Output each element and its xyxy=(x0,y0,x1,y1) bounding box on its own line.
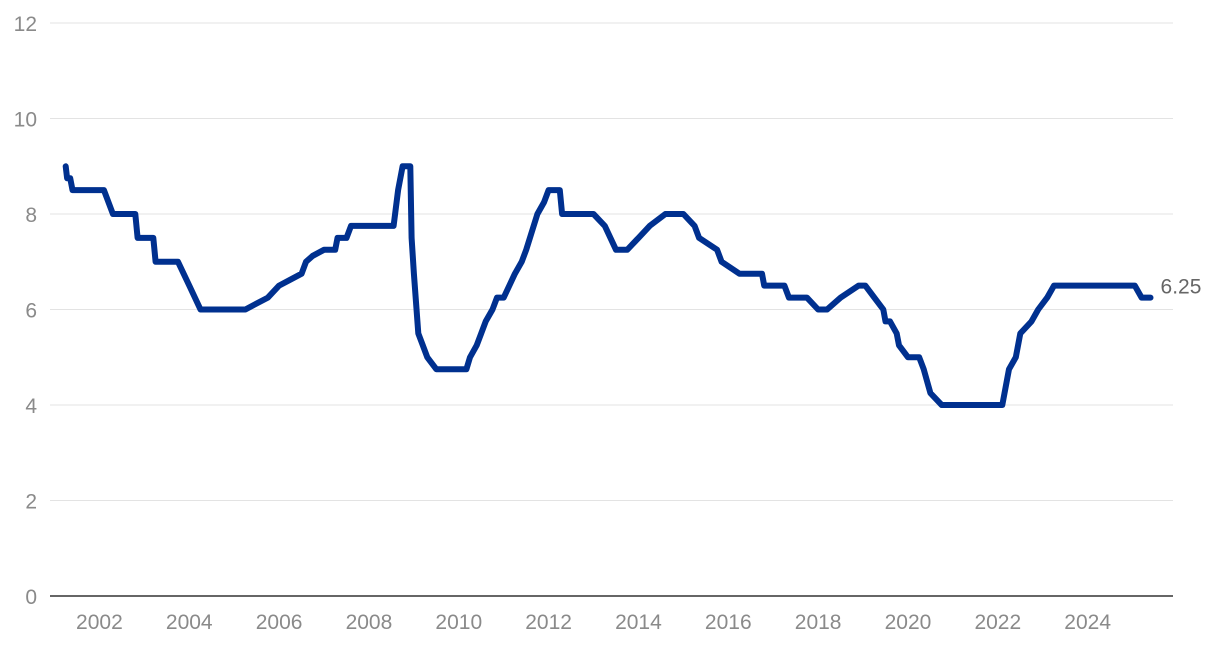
y-tick-label: 0 xyxy=(25,586,37,609)
x-tick-label: 2006 xyxy=(256,611,303,634)
x-tick-label: 2018 xyxy=(795,611,842,634)
series-line-0 xyxy=(62,163,1154,408)
x-tick-label: 2008 xyxy=(346,611,393,634)
y-axis-tick-labels: 0 2 4 6 8 10 12 xyxy=(14,13,38,609)
y-tick-label: 8 xyxy=(25,204,37,227)
x-tick-label: 2020 xyxy=(885,611,932,634)
x-tick-label: 2012 xyxy=(525,611,572,634)
end-value-label: 6.25 xyxy=(1161,276,1202,299)
x-tick-label: 2022 xyxy=(974,611,1021,634)
x-tick-label: 2004 xyxy=(166,611,213,634)
gridlines xyxy=(50,22,1173,501)
y-tick-label: 10 xyxy=(14,109,37,132)
y-tick-label: 12 xyxy=(14,13,37,36)
series-group xyxy=(62,163,1154,408)
y-tick-label: 6 xyxy=(25,300,37,323)
y-tick-label: 2 xyxy=(25,491,37,514)
x-axis-tick-labels: 2002 2004 2006 2008 2010 2012 2014 2016 2018 2020… xyxy=(76,611,1111,634)
y-tick-label: 4 xyxy=(25,395,37,418)
x-tick-label: 2024 xyxy=(1064,611,1111,634)
x-tick-label: 2010 xyxy=(435,611,482,634)
x-tick-label: 2002 xyxy=(76,611,123,634)
x-tick-label: 2016 xyxy=(705,611,752,634)
x-tick-label: 2014 xyxy=(615,611,662,634)
